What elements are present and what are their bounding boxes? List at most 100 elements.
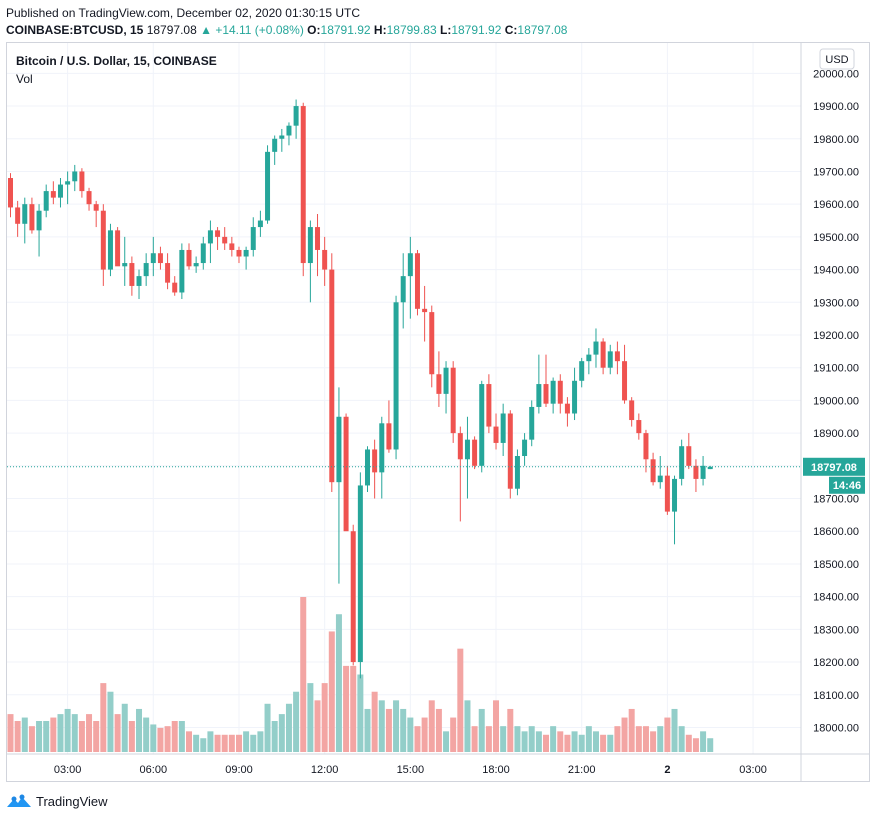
brand-label: TradingView xyxy=(36,793,108,809)
candle-body xyxy=(243,249,249,257)
candle-body xyxy=(79,171,85,192)
time-tick-label: 18:00 xyxy=(482,764,510,776)
candle xyxy=(393,295,399,460)
candle-body xyxy=(43,191,49,211)
candle xyxy=(350,524,356,666)
volume-bar xyxy=(250,734,257,752)
price-tick-label: 18100.00 xyxy=(813,690,859,702)
candle xyxy=(614,341,620,375)
candle xyxy=(436,351,442,407)
candle xyxy=(322,236,328,286)
price-tick-label: 18200.00 xyxy=(813,657,859,669)
volume-bar xyxy=(707,738,714,752)
volume-bar xyxy=(642,726,649,752)
candle xyxy=(672,475,678,545)
candle xyxy=(586,348,592,375)
volume-bar xyxy=(321,683,328,752)
candle xyxy=(600,338,606,375)
candle-body xyxy=(129,263,135,286)
candle xyxy=(129,256,135,296)
volume-bar xyxy=(671,708,678,752)
candle-body xyxy=(293,106,299,126)
price-tick-label: 18300.00 xyxy=(813,624,859,636)
candle xyxy=(386,400,392,453)
tradingview-brand[interactable]: TradingView xyxy=(6,791,108,811)
volume-bar xyxy=(264,703,271,752)
candle-body xyxy=(700,465,706,479)
candle xyxy=(564,397,570,427)
candle-body xyxy=(265,151,271,221)
candle-body xyxy=(386,423,392,450)
candle xyxy=(93,200,99,228)
candle-body xyxy=(172,282,178,293)
open-label: O: xyxy=(307,23,321,37)
candle xyxy=(636,413,642,440)
candle-body xyxy=(707,466,713,470)
candle-body xyxy=(229,243,235,250)
candle-body xyxy=(115,230,121,267)
volume-bar xyxy=(435,708,442,752)
volume-bar xyxy=(136,708,143,752)
candle-body xyxy=(600,341,606,368)
time-tick-label: 21:00 xyxy=(568,764,596,776)
volume-bar xyxy=(664,717,671,752)
chart-frame[interactable]: 18000.00 18100.00 18200.00 18300.00 18400.00… xyxy=(6,42,870,782)
volume-bar xyxy=(507,708,514,752)
currency-button[interactable] xyxy=(819,48,855,70)
volume-bar xyxy=(343,665,350,752)
candle-body xyxy=(400,276,406,303)
candle xyxy=(179,243,185,300)
volume-bar xyxy=(692,738,699,752)
candle-body xyxy=(200,243,206,264)
tradingview-logo-icon xyxy=(7,794,31,807)
volume-bar xyxy=(178,721,185,752)
candle xyxy=(664,465,670,515)
open-value: 18791.92 xyxy=(320,23,371,37)
candle-body xyxy=(315,227,321,250)
candle-body xyxy=(207,230,213,244)
candle xyxy=(414,249,420,316)
candle-body xyxy=(165,263,171,283)
candle xyxy=(643,429,649,473)
candle xyxy=(522,433,528,466)
candle-body xyxy=(457,433,463,460)
candle xyxy=(686,433,692,470)
volume-bar xyxy=(592,731,599,752)
candle xyxy=(265,145,271,224)
candle-body xyxy=(550,380,556,404)
volume-bar xyxy=(471,726,478,752)
volume-bar xyxy=(614,726,621,752)
candle-body xyxy=(643,433,649,460)
candle xyxy=(479,380,485,473)
candle xyxy=(343,413,349,532)
high-value: 18799.83 xyxy=(386,23,437,37)
candle xyxy=(107,223,113,277)
candle-body xyxy=(272,138,278,152)
volume-bar xyxy=(450,717,457,752)
candle-body xyxy=(529,406,535,440)
candle-body xyxy=(72,171,78,182)
candle xyxy=(286,122,292,146)
candle-body xyxy=(29,204,35,231)
candle xyxy=(207,220,213,264)
candle-body xyxy=(572,380,578,414)
candle-body xyxy=(357,485,363,663)
candle xyxy=(257,210,263,237)
candlestick-chart[interactable]: 18000.00 18100.00 18200.00 18300.00 18400.00… xyxy=(7,43,869,781)
candle-body xyxy=(393,302,399,450)
candle xyxy=(186,243,192,270)
volume-bar xyxy=(421,717,428,752)
candle xyxy=(622,344,628,404)
candle-body xyxy=(50,191,56,198)
price-tick-label: 19700.00 xyxy=(813,166,859,178)
volume-bar xyxy=(393,700,400,752)
candle-body xyxy=(186,249,192,267)
volume-bar xyxy=(407,717,414,752)
price-tags: 18797.08 14:46 xyxy=(803,457,865,494)
candle-body xyxy=(536,384,542,407)
volume-bar xyxy=(21,717,28,752)
candle xyxy=(507,410,513,499)
candle xyxy=(693,459,699,492)
price-tick-label: 19300.00 xyxy=(813,297,859,309)
volume-bar xyxy=(171,721,178,752)
